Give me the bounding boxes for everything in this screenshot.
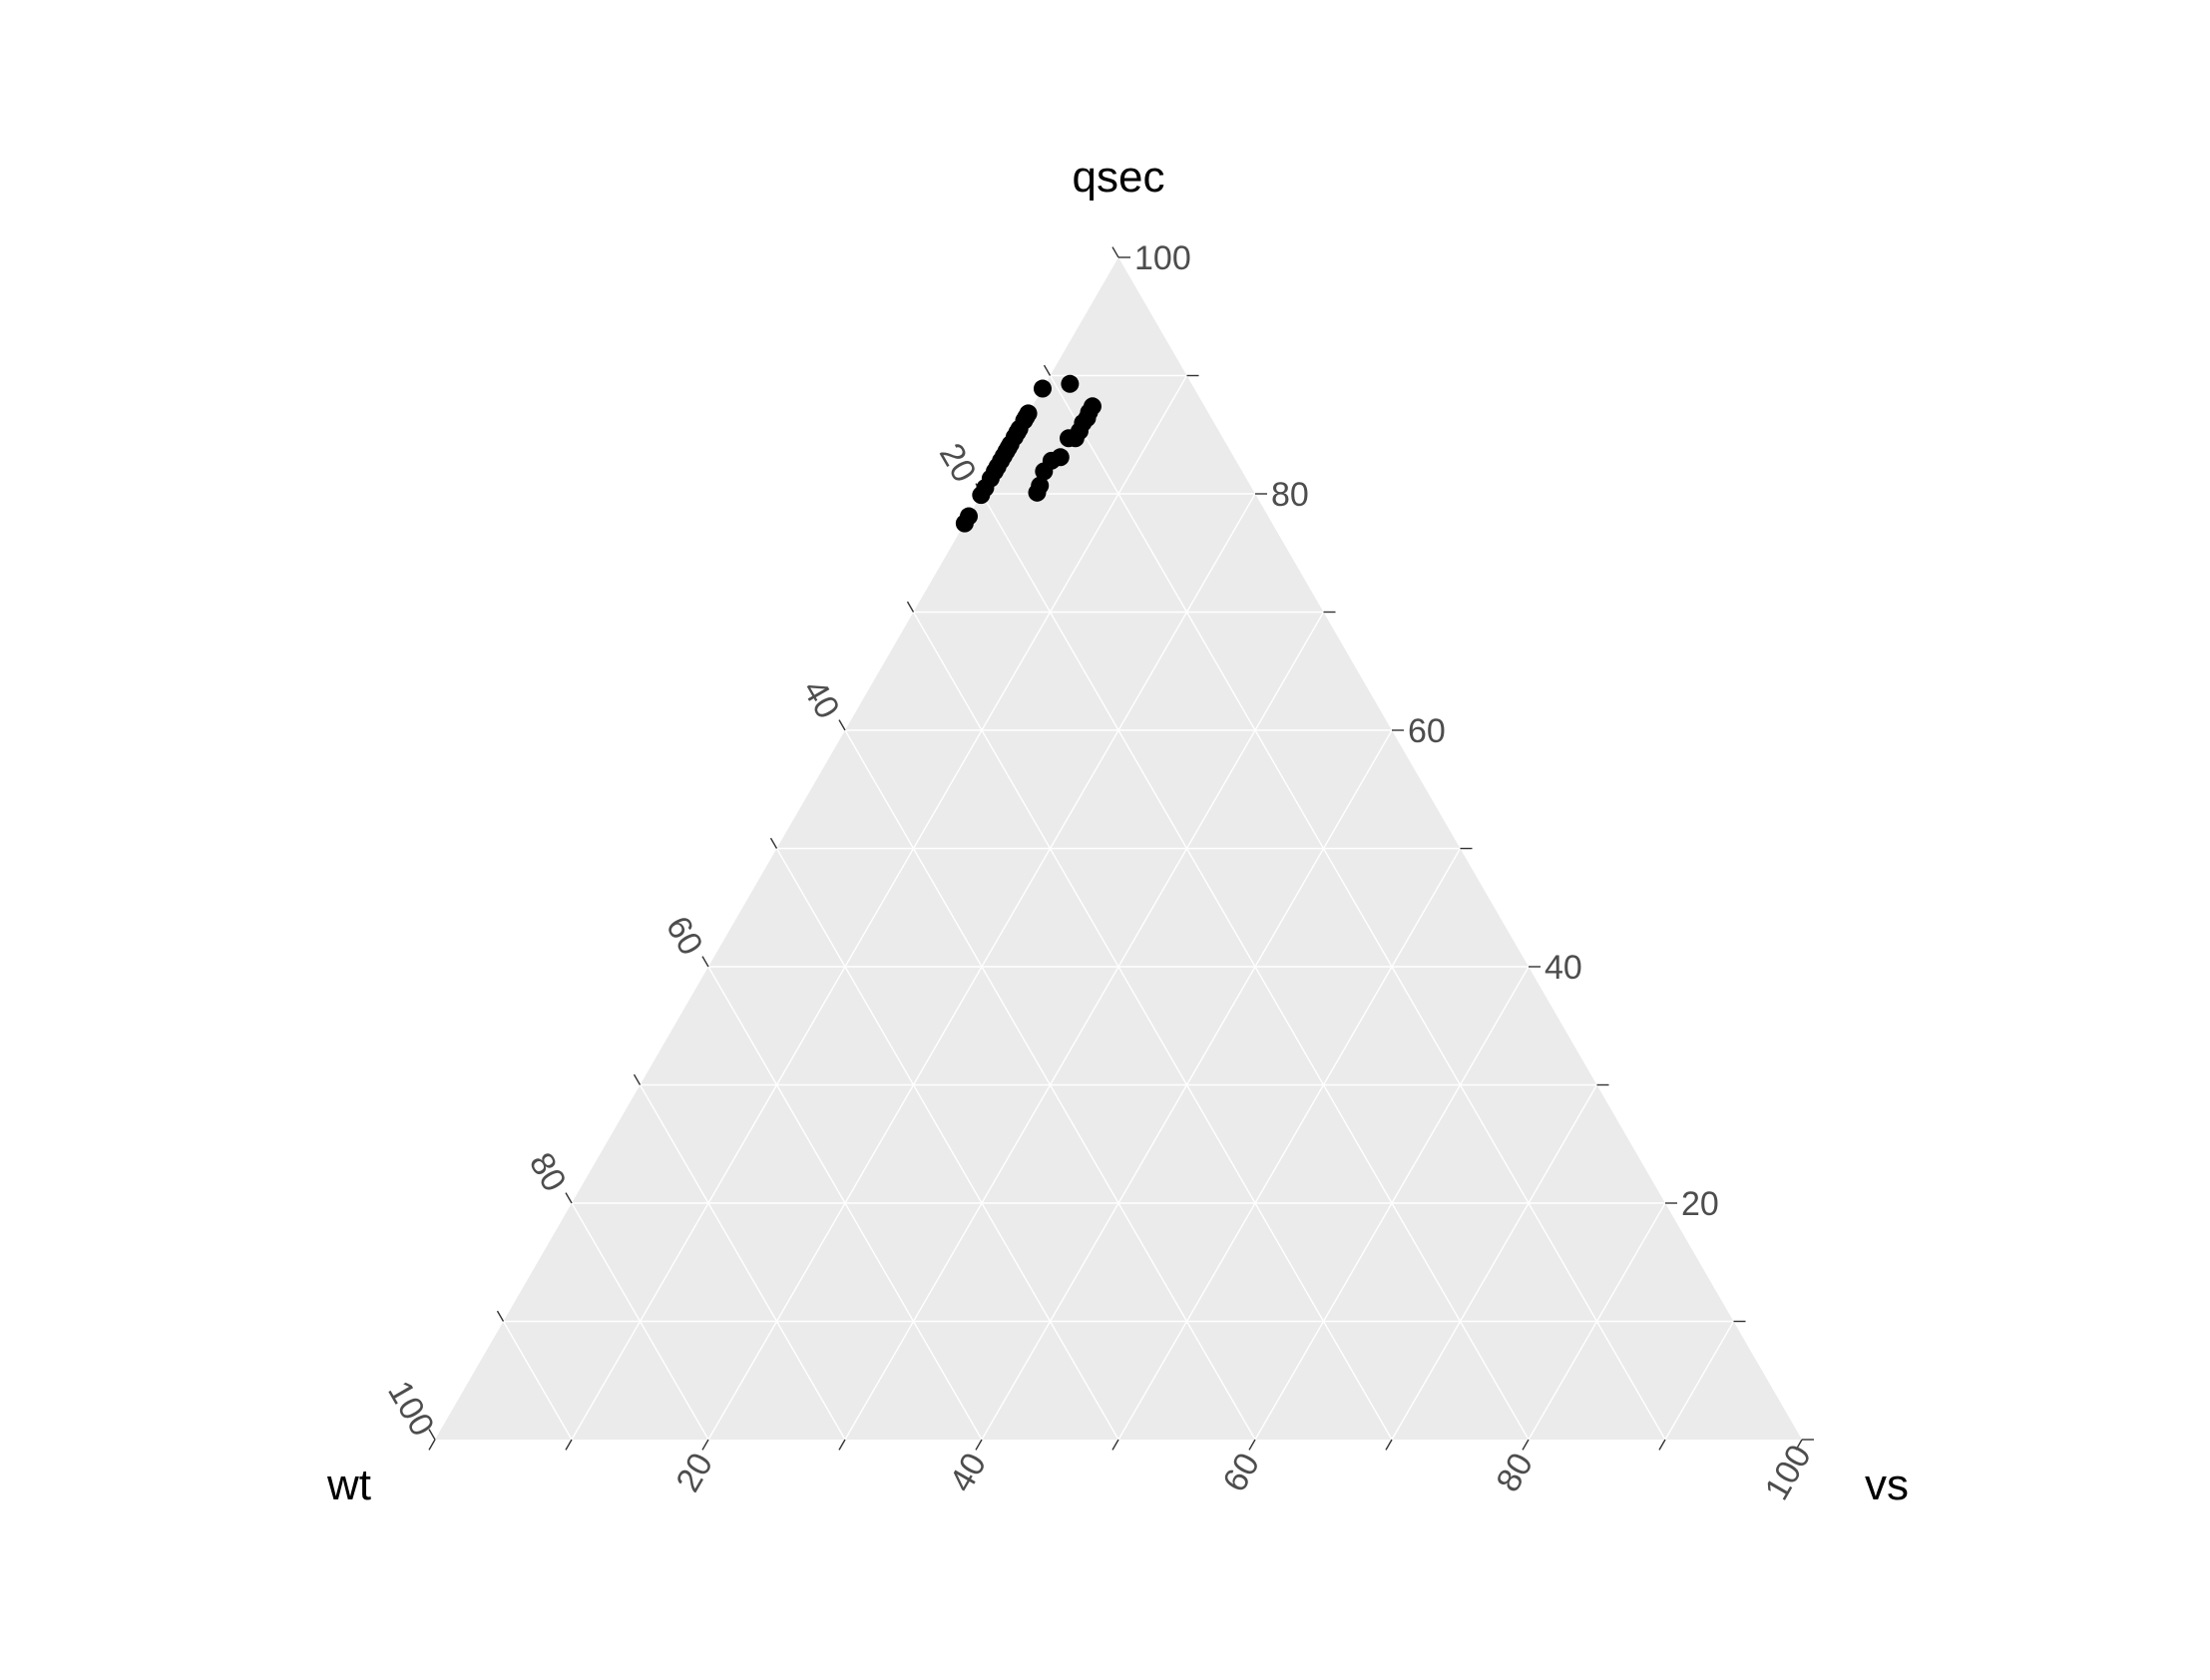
tick-mark-wt: [566, 1193, 572, 1203]
tick-mark-wt: [498, 1311, 504, 1321]
tick-label-qsec: 60: [1408, 712, 1446, 750]
tick-mark-vs: [702, 1440, 708, 1450]
tick-mark-vs: [1659, 1440, 1665, 1450]
data-point: [1028, 484, 1046, 502]
tick-label-wt: 100: [380, 1375, 441, 1443]
axis-title-qsec: qsec: [1073, 153, 1165, 202]
tick-label-wt: 20: [932, 437, 984, 489]
data-point: [1034, 380, 1052, 398]
axis-title-vs: vs: [1865, 1461, 1909, 1509]
tick-mark-wt: [635, 1074, 641, 1084]
tick-label-vs: 20: [668, 1447, 720, 1498]
axis-title-wt: wt: [326, 1461, 371, 1509]
tick-mark-wt: [908, 602, 914, 612]
tick-mark-wt: [1112, 247, 1118, 257]
tick-mark-vs: [1112, 1440, 1118, 1450]
tick-label-vs: 40: [942, 1447, 994, 1498]
tick-mark-vs: [1386, 1440, 1392, 1450]
data-point: [1061, 375, 1079, 393]
tick-mark-wt: [702, 957, 708, 967]
data-point: [1060, 429, 1078, 447]
tick-label-qsec: 100: [1134, 239, 1191, 277]
tick-label-vs: 60: [1215, 1447, 1267, 1498]
tick-mark-vs: [839, 1440, 845, 1450]
tick-mark-wt: [839, 720, 845, 730]
tick-mark-wt: [1045, 365, 1051, 375]
tick-mark-wt: [771, 838, 777, 848]
tick-label-wt: 80: [522, 1146, 574, 1198]
tick-mark-vs: [429, 1440, 435, 1450]
tick-mark-wt: [429, 1430, 435, 1440]
tick-mark-vs: [566, 1440, 572, 1450]
data-point: [972, 486, 990, 504]
tick-label-qsec: 40: [1545, 949, 1582, 987]
tick-mark-vs: [1249, 1440, 1255, 1450]
data-point: [956, 515, 974, 533]
tick-label-qsec: 80: [1271, 476, 1309, 514]
tick-label-qsec: 20: [1681, 1185, 1719, 1223]
tick-label-wt: 60: [659, 910, 710, 962]
tick-mark-vs: [1523, 1440, 1529, 1450]
tick-label-vs: 80: [1489, 1447, 1541, 1498]
tick-label-vs: 100: [1758, 1439, 1819, 1506]
tick-mark-vs: [976, 1440, 982, 1450]
tick-label-wt: 40: [795, 673, 847, 725]
